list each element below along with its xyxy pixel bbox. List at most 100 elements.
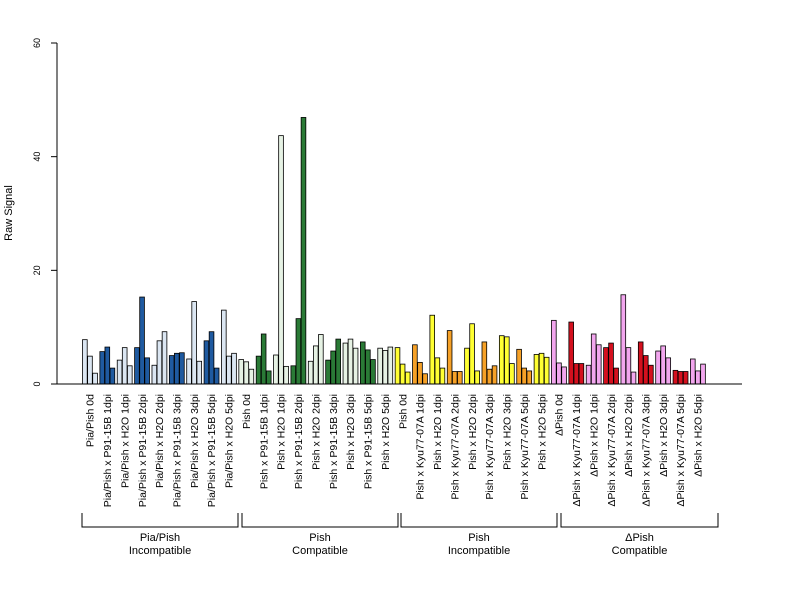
x-tick-label: Pish x H2O 5dpi [380,394,392,470]
bar [377,347,383,385]
bar [491,365,498,385]
bar [330,350,336,385]
bar [551,319,557,385]
bar [643,355,649,385]
bar [221,309,227,385]
bar [655,350,661,385]
bar [243,361,250,385]
y-tick-label: 40 [32,152,42,162]
bar [439,367,446,385]
bar [399,363,406,385]
bar [313,345,319,385]
bar [412,344,418,385]
x-tick-label: Pia/Pish x P91-15B 1dpi [102,394,114,507]
bar [573,363,580,385]
bar [682,371,689,385]
bar [342,342,349,385]
bar [690,358,696,385]
bar [278,135,284,385]
x-tick-label: ΔPish x Kyu77-07A 2dpi [606,394,618,507]
bar [283,365,289,385]
bar [318,334,324,385]
bar [648,364,654,385]
group-label-line2: Compatible [292,545,348,557]
x-tick-label: Pish x Kyu77-07A 5dpi [519,394,531,500]
bar [538,352,545,385]
bar [139,296,145,385]
group-label-line1: ΔPish [625,532,654,544]
bar [260,333,267,385]
group-label-line1: Pish [468,532,489,544]
y-tick-label: 0 [32,381,42,386]
x-tick-label: Pish x Kyu77-07A 3dpi [484,394,496,500]
bar [509,363,515,385]
bar [585,364,592,385]
x-tick-label: ΔPish x Kyu77-07A 1dpi [571,394,583,507]
group-bracket [81,513,239,528]
bar [248,368,255,385]
bar [273,354,279,385]
bar [596,344,602,385]
group-bracket [560,513,719,528]
bar [620,294,627,385]
x-tick-label: Pish 0d [241,394,253,429]
bar [498,335,505,385]
bar [474,370,480,385]
x-tick-label: ΔPish x Kyu77-07A 5dpi [675,394,687,507]
bar [174,352,180,385]
group-label-line2: Incompatible [129,545,191,557]
bar [352,347,359,385]
x-tick-label: Pia/Pish 0d [85,394,97,447]
bar [556,362,562,385]
group-label-line2: Compatible [612,545,668,557]
group-bracket [241,513,399,528]
bar [104,346,111,385]
x-tick-label: ΔPish x H2O 1dpi [588,394,600,477]
x-tick-label: Pish x H2O 1dpi [276,394,288,470]
bar [578,363,585,385]
x-tick-label: Pia/Pish x P91-15B 5dpi [206,394,218,507]
bar [451,371,458,385]
bar [526,370,533,385]
bar [533,354,540,385]
x-tick-label: Pish x H2O 5dpi [536,394,548,470]
bar [677,371,684,385]
x-tick-label: ΔPish 0d [554,394,566,436]
bar [561,366,567,385]
bar [300,117,307,385]
bar [213,367,220,385]
bar [446,330,453,385]
x-tick-label: ΔPish x Kyu77-07A 3dpi [640,394,652,507]
bar [347,338,354,385]
bar [387,346,394,385]
bar [168,355,175,385]
bar [365,349,371,385]
bar [422,373,428,385]
bar [226,355,232,385]
bar [404,371,411,385]
x-tick-label: Pish x H2O 2dpi [467,394,479,470]
bar [516,348,522,385]
x-tick-label: ΔPish x H2O 2dpi [623,394,635,477]
bar [295,318,302,385]
bar [87,355,93,385]
group-label-line2: Incompatible [448,545,510,557]
x-tick-label: Pia/Pish x H2O 3dpi [189,394,201,488]
x-tick-label: Pish 0d [397,394,409,429]
bar [116,359,123,385]
bar [109,367,116,385]
x-tick-label: Pish x P91-15B 5dpi [363,394,375,489]
bar [568,321,574,385]
bar [121,347,128,385]
x-tick-label: Pia/Pish x H2O 2dpi [154,394,166,488]
bar [92,372,98,385]
x-tick-label: Pia/Pish x P91-15B 3dpi [172,394,184,507]
bar [335,338,341,385]
bar [179,352,185,385]
bar [486,368,493,385]
bar [429,314,435,385]
bar [417,361,423,385]
x-tick-label: ΔPish x H2O 3dpi [658,394,670,477]
x-tick-label: ΔPish x H2O 5dpi [693,394,705,477]
bar [394,347,401,385]
